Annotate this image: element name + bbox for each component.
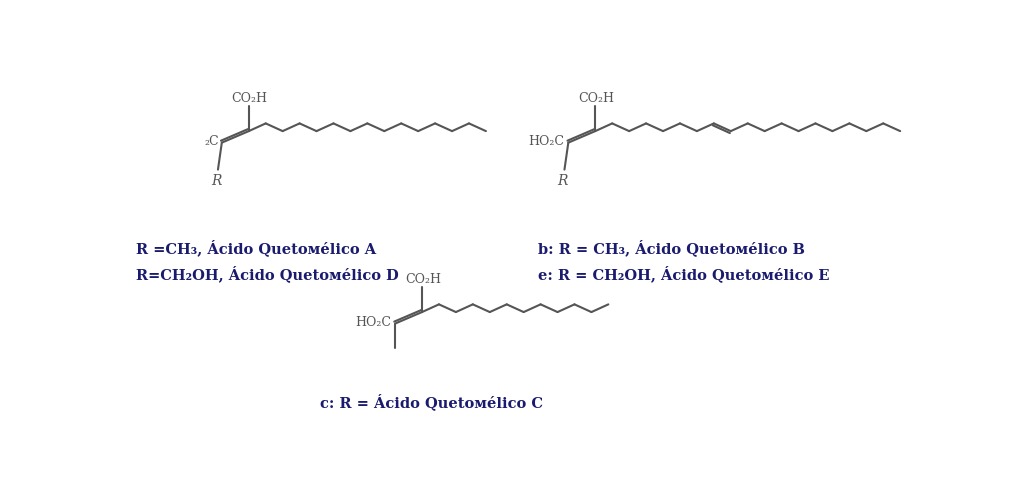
Text: R: R xyxy=(557,174,568,188)
Text: HO₂C: HO₂C xyxy=(355,315,391,328)
Text: CO₂H: CO₂H xyxy=(405,273,441,286)
Text: b: R = CH₃, Ácido Quetoмélico B
e: R = CH₂OH, Ácido Quetoмélico E: b: R = CH₃, Ácido Quetoмélico B e: R = C… xyxy=(538,239,829,282)
Text: R: R xyxy=(211,174,221,188)
Text: CO₂H: CO₂H xyxy=(231,92,268,105)
Text: HO₂C: HO₂C xyxy=(529,135,564,148)
Text: ₂C: ₂C xyxy=(205,135,219,148)
Text: CO₂H: CO₂H xyxy=(578,92,614,105)
Text: c: R = Ácido Quetoмélico C: c: R = Ácido Quetoмélico C xyxy=(321,393,543,410)
Text: R =CH₃, Ácido Quetoмélico A
R=CH₂OH, Ácido Quetoмélico D: R =CH₃, Ácido Quetoмélico A R=CH₂OH, Áci… xyxy=(136,239,398,282)
